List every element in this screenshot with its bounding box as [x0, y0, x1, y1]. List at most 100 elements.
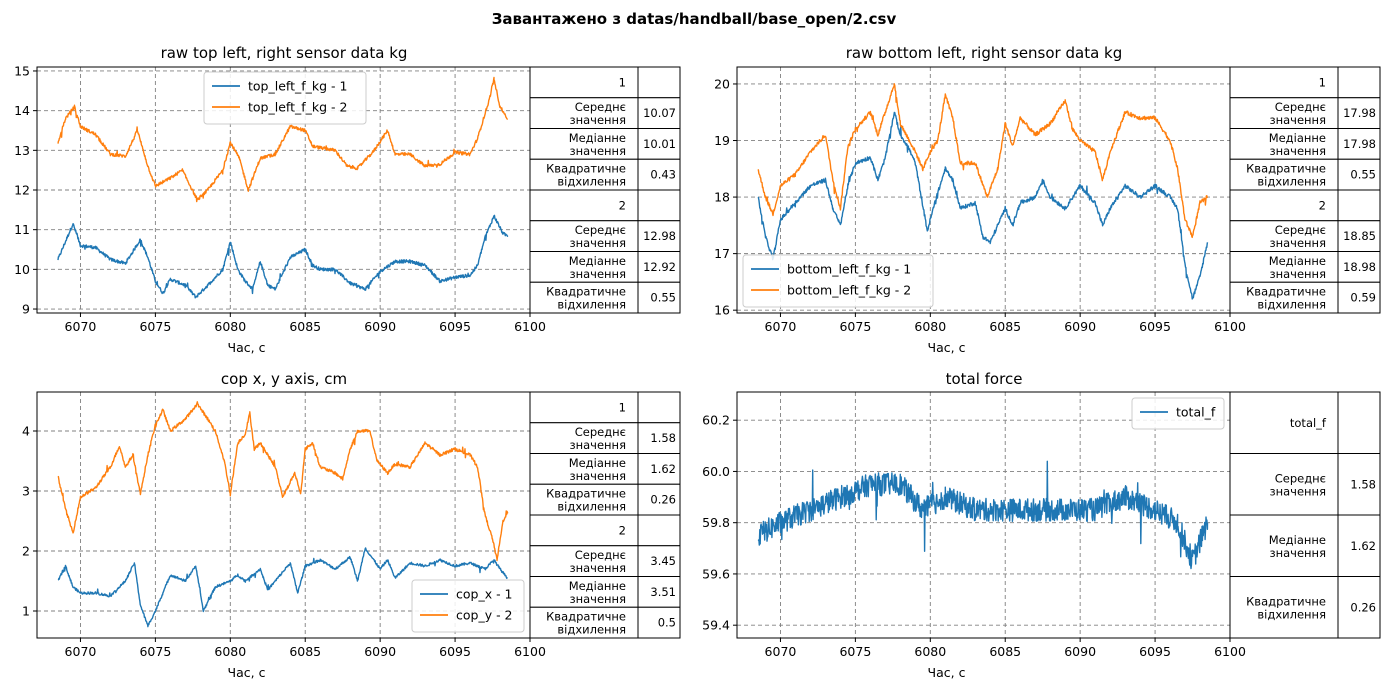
x-tick-label: 6095 — [1139, 644, 1171, 659]
y-tick-label: 4 — [22, 424, 30, 439]
y-tick-label: 11 — [14, 222, 30, 237]
table-cell — [529, 220, 639, 252]
x-tick-label: 6100 — [514, 644, 546, 659]
table-label: Середнє — [575, 425, 626, 439]
table-value: 0.55 — [650, 291, 676, 305]
table-cell — [1337, 251, 1381, 283]
x-tick-label: 6075 — [839, 644, 871, 659]
table-label: Квадратичне — [546, 487, 626, 501]
series-line-1 — [57, 547, 508, 628]
series-line-2 — [57, 76, 509, 203]
table-cell — [1337, 453, 1381, 516]
table-cell — [1337, 189, 1381, 222]
table-value: 0.59 — [1350, 291, 1376, 305]
table-label: значення — [569, 438, 626, 452]
x-tick-label: 6090 — [364, 319, 396, 334]
table-label: відхилення — [557, 175, 626, 189]
y-tick-label: 20 — [714, 76, 730, 91]
x-tick-label: 6075 — [139, 319, 171, 334]
table-value: 0.5 — [658, 616, 676, 630]
table-cell — [529, 158, 639, 191]
x-tick-label: 6080 — [914, 644, 946, 659]
table-cell — [637, 422, 681, 454]
table-label: Квадратичне — [1246, 594, 1326, 608]
x-tick-label: 6070 — [765, 644, 797, 659]
table-label: Середнє — [575, 100, 626, 114]
x-tick-label: 6080 — [214, 644, 246, 659]
x-tick-label: 6095 — [439, 644, 471, 659]
table-cell — [637, 514, 681, 547]
x-tick-label: 6085 — [989, 319, 1021, 334]
table-label: значення — [1269, 546, 1326, 560]
table-cell — [1337, 66, 1381, 99]
table-label: Медіанне — [1269, 533, 1326, 547]
chart-title: total force — [946, 370, 1023, 388]
table-value: 0.55 — [1350, 168, 1376, 182]
table-label: 1 — [619, 75, 626, 89]
series-line-1 — [757, 111, 1209, 300]
table-label: Медіанне — [569, 456, 626, 470]
y-tick-label: 1 — [22, 604, 30, 619]
table-label: відхилення — [1257, 607, 1326, 621]
table-cell — [637, 391, 681, 424]
x-tick-label: 6090 — [1064, 644, 1096, 659]
table-value: 18.98 — [1343, 260, 1376, 274]
table-cell — [529, 128, 639, 160]
chart-cop: cop x, y axis, cm 6070 6075 6080 6085 6090 609… — [22, 370, 546, 680]
table-label: значення — [569, 561, 626, 575]
table-value: 3.51 — [650, 585, 676, 599]
legend-label: top_left_f_kg - 1 — [248, 79, 347, 94]
table-label: 1 — [619, 400, 626, 414]
table-label: Середнє — [1275, 223, 1326, 237]
chart-top: raw top left, right sensor data kg 6070 60… — [14, 44, 546, 355]
table-label: відхилення — [557, 623, 626, 637]
x-tick-label: 6075 — [139, 644, 171, 659]
table-label: Квадратичне — [1246, 162, 1326, 176]
x-tick-label: 6100 — [1214, 644, 1246, 659]
table-value: 1.62 — [650, 462, 676, 476]
table-label: Середнє — [575, 548, 626, 562]
y-tick-label: 3 — [22, 484, 30, 499]
table-cell — [637, 97, 681, 129]
table-label: total_f — [1290, 416, 1327, 430]
table-value: 18.85 — [1343, 229, 1376, 243]
table-cell — [529, 606, 639, 639]
legend-box — [1131, 397, 1225, 430]
legend-label: top_left_f_kg - 2 — [248, 100, 347, 115]
table-cell — [637, 483, 681, 516]
table-value: 17.98 — [1343, 106, 1376, 120]
table-label: значення — [1269, 236, 1326, 250]
y-tick-label: 59.4 — [702, 618, 730, 633]
table-cell — [1337, 576, 1381, 639]
y-tick-label: 2 — [22, 544, 30, 559]
y-tick-label: 59.8 — [702, 515, 730, 530]
table-cell — [637, 251, 681, 283]
table-value: 10.01 — [643, 137, 676, 151]
table-label: Медіанне — [1269, 131, 1326, 145]
table-cell — [637, 606, 681, 639]
table-label: відхилення — [1257, 298, 1326, 312]
table-cell — [1229, 220, 1339, 252]
table-cell — [637, 281, 681, 314]
table-value: 1.62 — [1350, 539, 1376, 553]
table-label: значення — [1269, 267, 1326, 281]
table-cell — [529, 514, 639, 547]
legend-box — [411, 579, 525, 633]
table-cell — [637, 189, 681, 222]
legend-label: cop_x - 1 — [456, 587, 513, 602]
table-cell — [637, 545, 681, 577]
legend: cop_x - 1 cop_y - 2 — [411, 579, 525, 633]
table-cell — [529, 281, 639, 314]
table-cell — [1229, 66, 1339, 99]
table-label: Середнє — [1275, 471, 1326, 485]
y-tick-label: 59.6 — [702, 566, 730, 581]
table-cell — [637, 66, 681, 99]
table-cell — [529, 391, 639, 424]
table-label: значення — [569, 236, 626, 250]
table-label: 1 — [1319, 75, 1326, 89]
x-tick-label: 6070 — [765, 319, 797, 334]
y-tick-label: 18 — [714, 190, 730, 205]
